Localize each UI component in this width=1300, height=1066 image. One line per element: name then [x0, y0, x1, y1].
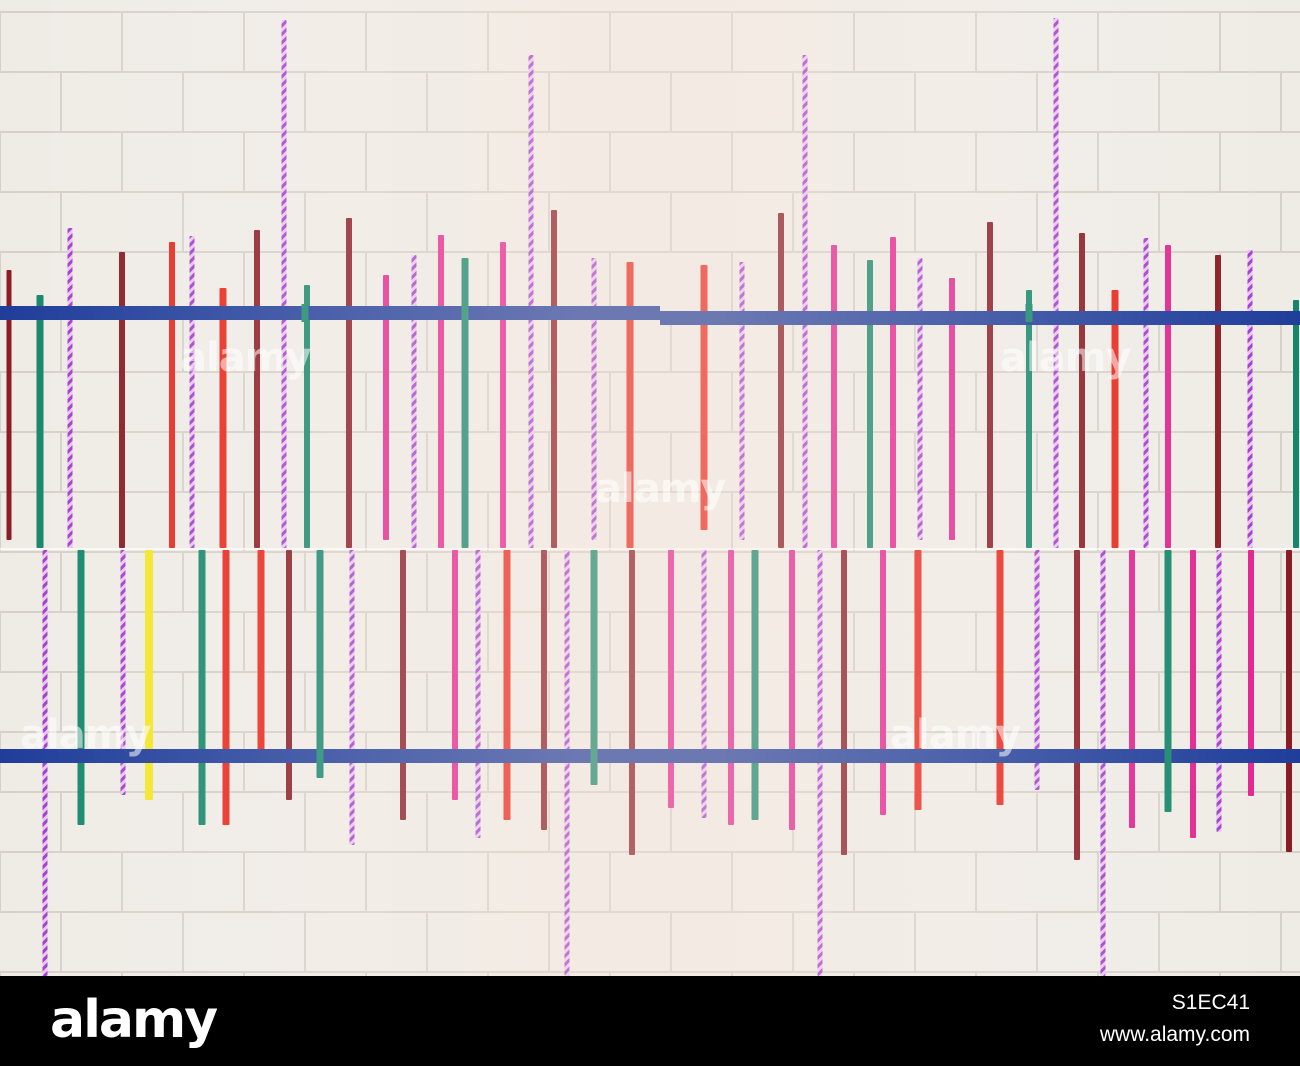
- alamy-logo: alamy: [50, 990, 218, 1050]
- photo-tape-on-brick-wall: [0, 0, 1300, 976]
- image-id: S1EC41: [1171, 991, 1250, 1014]
- footer-bar: alamy S1EC41 www.alamy.com: [0, 976, 1300, 1066]
- brick-wall-with-tape-scene: [0, 0, 1300, 976]
- light-glow: [0, 0, 1300, 976]
- site-url: www.alamy.com: [1099, 1023, 1250, 1046]
